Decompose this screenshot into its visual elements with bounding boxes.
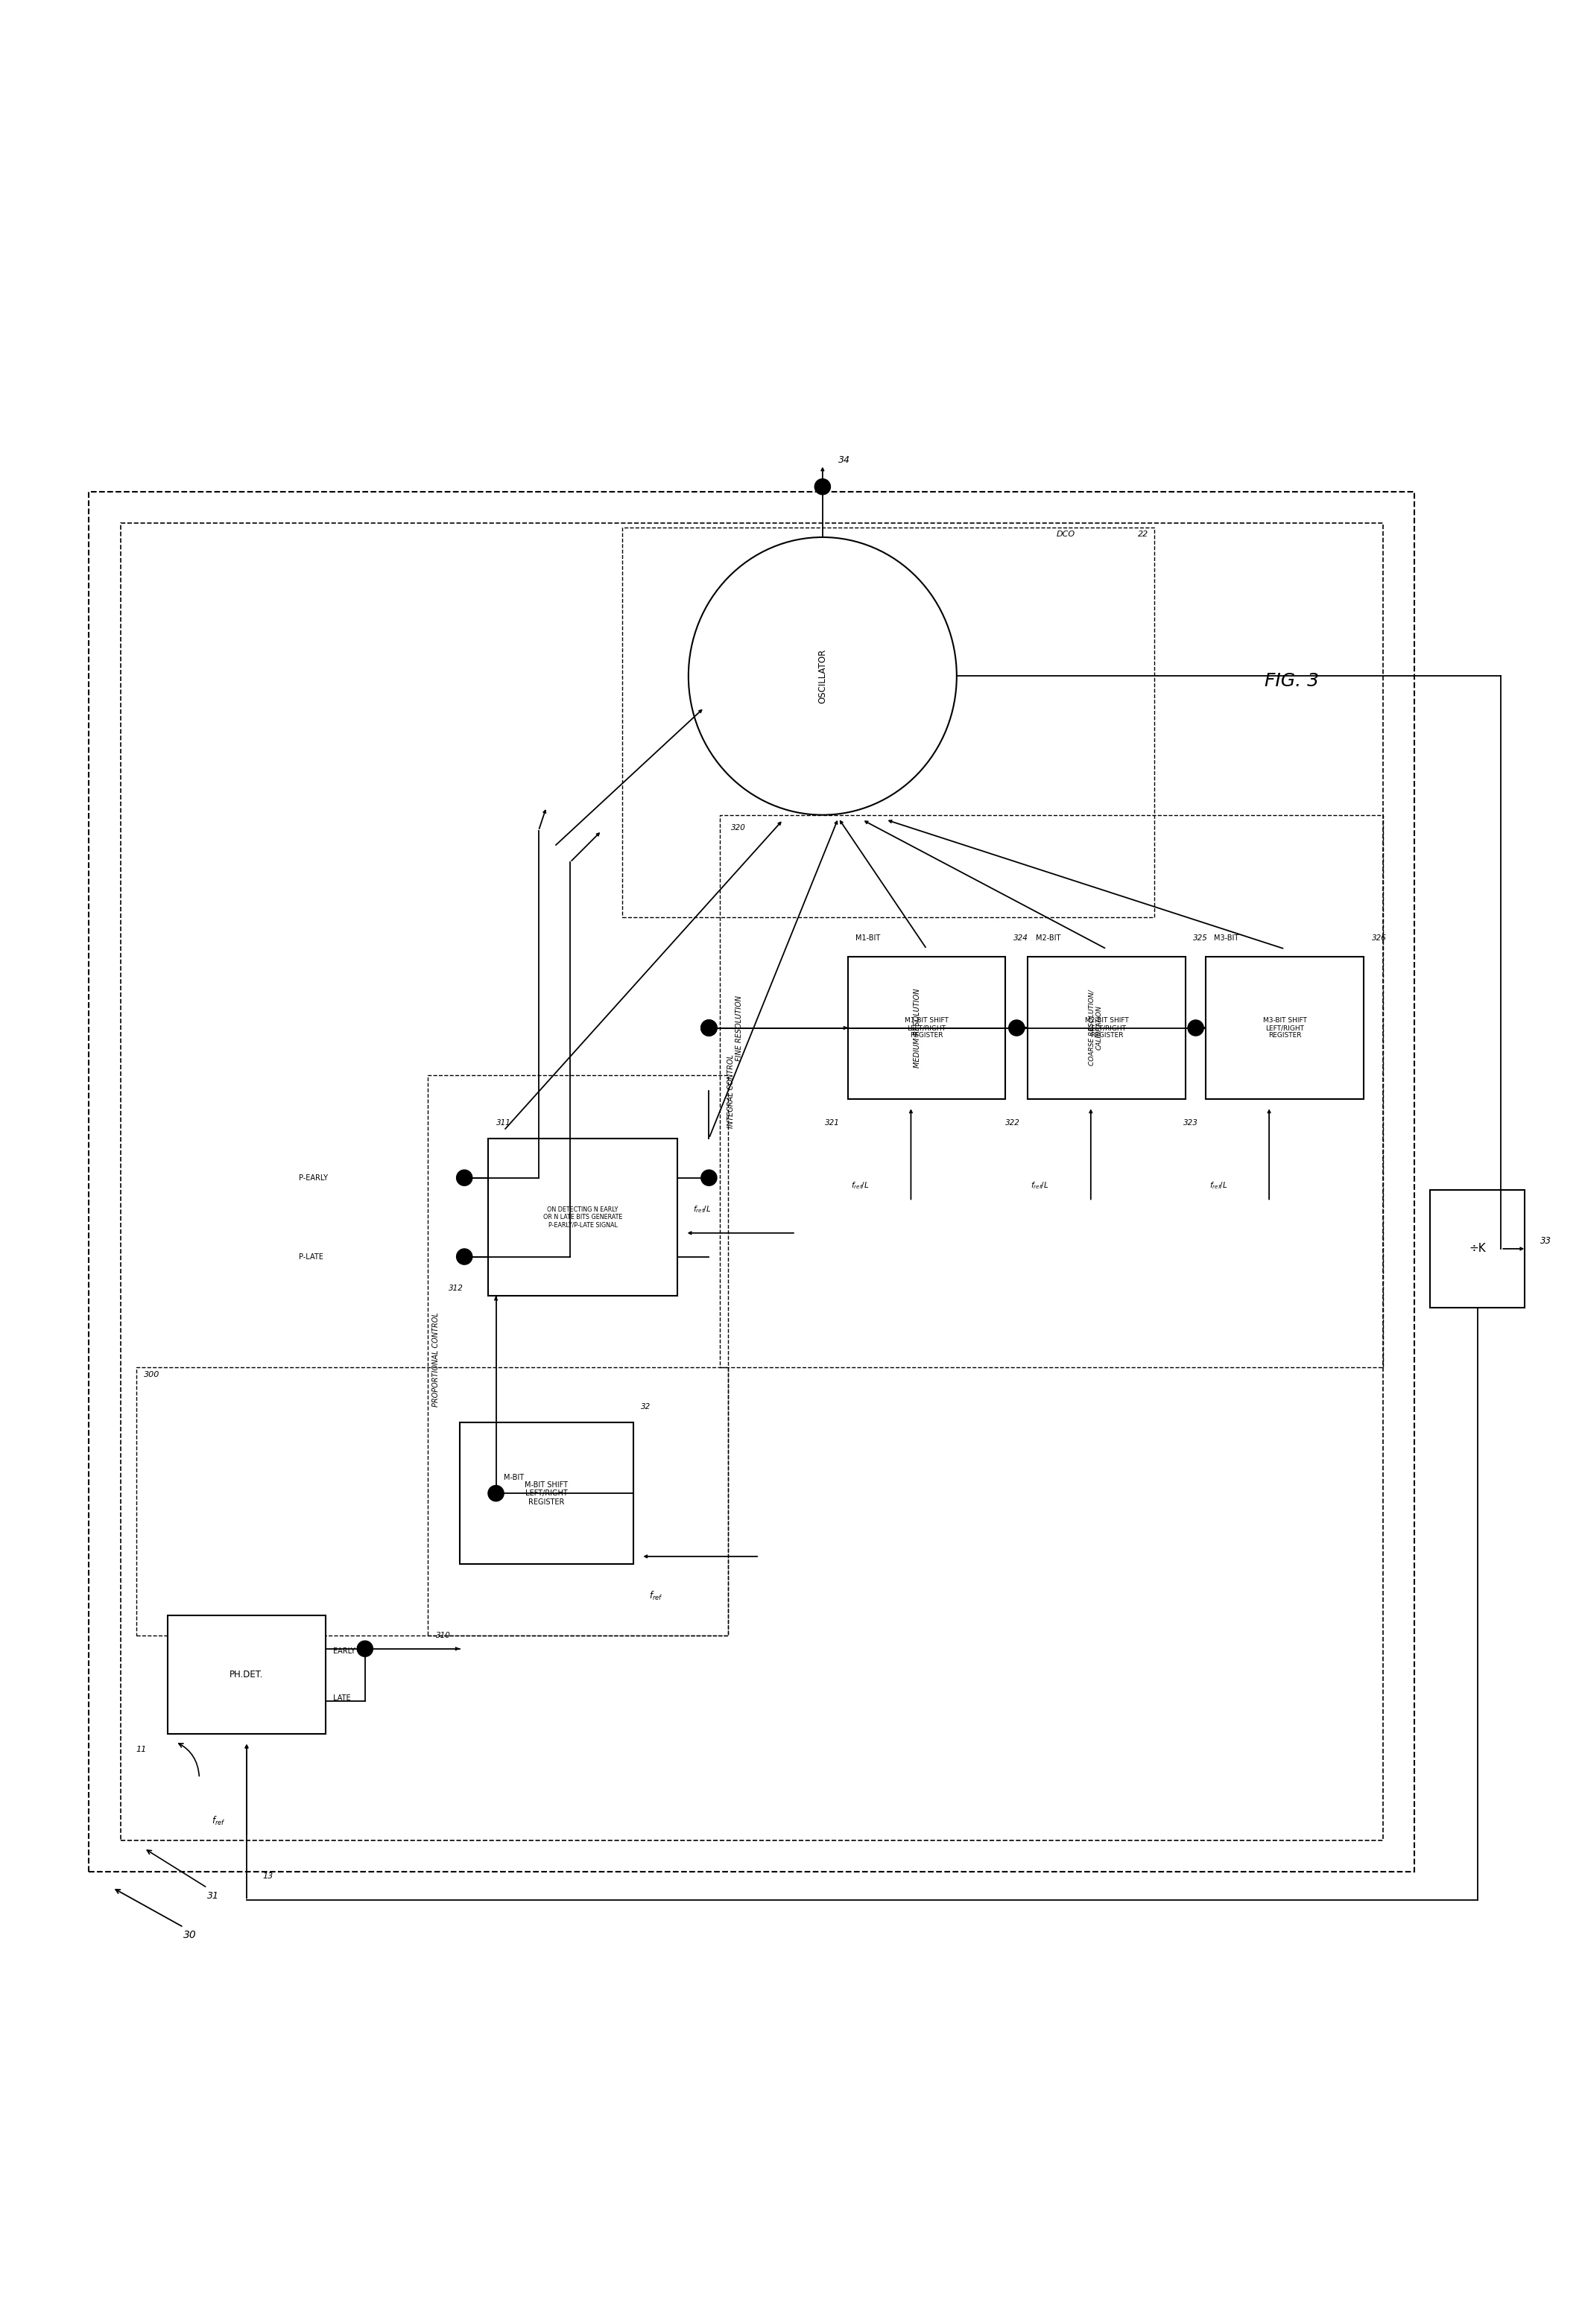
Circle shape — [358, 1641, 373, 1657]
Text: 326: 326 — [1372, 934, 1386, 941]
Circle shape — [815, 479, 831, 495]
Circle shape — [457, 1248, 473, 1264]
Text: $f_{ref}$: $f_{ref}$ — [212, 1815, 226, 1827]
Text: M2-BIT: M2-BIT — [1036, 934, 1060, 941]
Text: 30: 30 — [184, 1929, 196, 1941]
Text: M3-BIT SHIFT
LEFT/RIGHT
REGISTER: M3-BIT SHIFT LEFT/RIGHT REGISTER — [1262, 1018, 1307, 1039]
Text: 310: 310 — [437, 1631, 451, 1638]
Text: $f_{ref}$: $f_{ref}$ — [649, 1590, 663, 1601]
Text: ÷K: ÷K — [1470, 1243, 1485, 1255]
Text: 320: 320 — [731, 823, 745, 832]
Text: 31: 31 — [207, 1892, 220, 1901]
Text: OSCILLATOR: OSCILLATOR — [818, 648, 827, 704]
Bar — [1430, 1190, 1525, 1308]
Text: $f_{ref}/L$: $f_{ref}/L$ — [1209, 1181, 1228, 1190]
Text: 322: 322 — [1005, 1118, 1020, 1127]
Text: 34: 34 — [838, 456, 850, 465]
Text: 11: 11 — [136, 1745, 147, 1752]
Text: LATE: LATE — [334, 1694, 351, 1701]
Bar — [622, 528, 1153, 918]
Bar — [1205, 957, 1364, 1099]
Text: P-LATE: P-LATE — [299, 1253, 323, 1260]
Text: PH.DET.: PH.DET. — [229, 1671, 264, 1680]
Text: 324: 324 — [1014, 934, 1028, 941]
Text: COARSE RESOLUTION/
CALIBRATION: COARSE RESOLUTION/ CALIBRATION — [1088, 990, 1103, 1067]
Text: $f_{ref}/L$: $f_{ref}/L$ — [693, 1204, 712, 1215]
Text: 300: 300 — [144, 1371, 160, 1378]
Circle shape — [701, 1020, 717, 1037]
Text: FINE RESOLUTION: FINE RESOLUTION — [736, 995, 742, 1060]
Bar — [89, 490, 1414, 1871]
Circle shape — [1188, 1020, 1204, 1037]
Text: 32: 32 — [641, 1404, 650, 1411]
Text: FIG. 3: FIG. 3 — [1264, 672, 1319, 690]
Text: $f_{ref}/L$: $f_{ref}/L$ — [1031, 1181, 1049, 1190]
Text: 325: 325 — [1193, 934, 1209, 941]
Bar — [848, 957, 1006, 1099]
Circle shape — [1009, 1020, 1025, 1037]
Bar — [460, 1422, 633, 1564]
Bar — [489, 1139, 677, 1297]
Text: 13: 13 — [263, 1873, 274, 1880]
Text: 321: 321 — [826, 1118, 840, 1127]
Text: 22: 22 — [1137, 530, 1149, 537]
Text: P-EARLY: P-EARLY — [299, 1174, 327, 1181]
Text: ON DETECTING N EARLY
OR N LATE BITS GENERATE
P-EARLY/P-LATE SIGNAL: ON DETECTING N EARLY OR N LATE BITS GENE… — [543, 1206, 622, 1229]
Circle shape — [701, 1169, 717, 1185]
Text: 312: 312 — [449, 1285, 464, 1292]
Text: PROPORTIONAL CONTROL: PROPORTIONAL CONTROL — [432, 1313, 440, 1406]
Text: EARLY: EARLY — [334, 1648, 356, 1655]
Text: MEDIUM RESOLUTION: MEDIUM RESOLUTION — [913, 988, 921, 1067]
Bar — [429, 1076, 728, 1636]
Bar — [120, 523, 1383, 1841]
Text: M-BIT SHIFT
LEFT/RIGHT
REGISTER: M-BIT SHIFT LEFT/RIGHT REGISTER — [525, 1480, 568, 1506]
Text: INTEGRAL CONTROL: INTEGRAL CONTROL — [728, 1055, 734, 1127]
Bar — [720, 816, 1383, 1367]
Circle shape — [489, 1485, 503, 1501]
Text: DCO: DCO — [1057, 530, 1076, 537]
Text: M3-BIT: M3-BIT — [1213, 934, 1239, 941]
Circle shape — [701, 1020, 717, 1037]
Bar — [136, 1367, 728, 1636]
Text: 323: 323 — [1183, 1118, 1198, 1127]
Bar — [168, 1615, 326, 1734]
Text: M1-BIT SHIFT
LEFT/RIGHT
REGISTER: M1-BIT SHIFT LEFT/RIGHT REGISTER — [905, 1018, 949, 1039]
Ellipse shape — [688, 537, 957, 816]
Text: $f_{ref}/L$: $f_{ref}/L$ — [851, 1181, 869, 1190]
Text: 33: 33 — [1541, 1236, 1552, 1246]
Circle shape — [457, 1169, 473, 1185]
Bar — [1028, 957, 1185, 1099]
Circle shape — [701, 1020, 717, 1037]
Text: M-BIT: M-BIT — [503, 1473, 524, 1480]
Text: 311: 311 — [495, 1118, 511, 1127]
Text: M2-BIT SHIFT
LEFT/RIGHT
REGISTER: M2-BIT SHIFT LEFT/RIGHT REGISTER — [1085, 1018, 1128, 1039]
Text: M1-BIT: M1-BIT — [856, 934, 881, 941]
